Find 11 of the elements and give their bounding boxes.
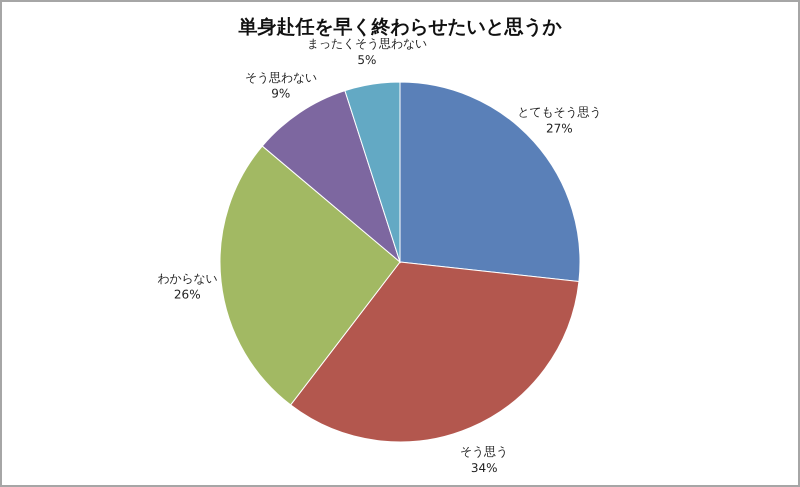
data-label: 5%: [357, 52, 376, 67]
data-label: 26%: [174, 287, 201, 302]
slice-label: まったくそう思わない: [306, 36, 427, 51]
chart-title: 単身赴任を早く終わらせたいと思うか: [238, 15, 563, 38]
slice-label: そう思わない: [244, 70, 317, 84]
data-label: 27%: [546, 121, 573, 136]
slice-label: そう思う: [460, 444, 508, 459]
slice-label: わからない: [157, 271, 218, 286]
data-label: 9%: [271, 86, 290, 100]
data-label: 34%: [470, 460, 498, 475]
slice-label: とてもそう思う: [517, 105, 602, 120]
